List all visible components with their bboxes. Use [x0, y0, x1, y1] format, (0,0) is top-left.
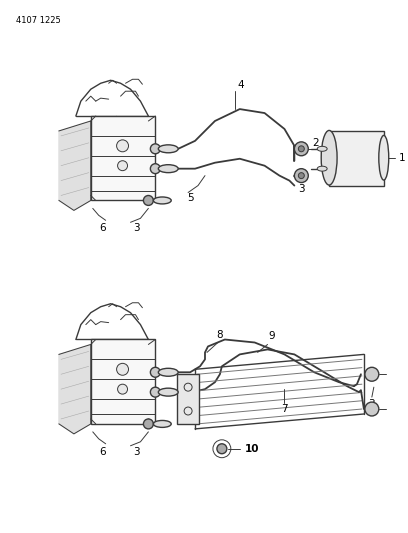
Circle shape	[117, 140, 129, 152]
Ellipse shape	[317, 166, 327, 171]
Bar	[329, 131, 384, 185]
Circle shape	[217, 444, 227, 454]
Polygon shape	[59, 121, 91, 211]
Text: 4107 1225: 4107 1225	[16, 15, 61, 25]
Circle shape	[118, 384, 128, 394]
Circle shape	[151, 144, 160, 154]
Circle shape	[295, 142, 308, 156]
Text: 7: 7	[281, 404, 288, 414]
Text: 8: 8	[217, 329, 223, 340]
Text: 4: 4	[238, 80, 244, 90]
Ellipse shape	[153, 421, 171, 427]
Circle shape	[144, 419, 153, 429]
Circle shape	[151, 164, 160, 174]
Text: 9: 9	[268, 330, 275, 341]
Circle shape	[298, 173, 304, 179]
Bar	[91, 116, 155, 200]
Polygon shape	[59, 344, 91, 434]
Text: 1: 1	[399, 153, 405, 163]
Text: 6: 6	[100, 447, 106, 457]
Circle shape	[365, 367, 379, 381]
Text: 3: 3	[298, 183, 305, 193]
Text: 3: 3	[133, 447, 140, 457]
Circle shape	[118, 161, 128, 171]
Ellipse shape	[379, 135, 389, 180]
Ellipse shape	[317, 147, 327, 151]
Ellipse shape	[153, 197, 171, 204]
Ellipse shape	[158, 388, 178, 396]
Circle shape	[151, 367, 160, 377]
Bar	[177, 374, 199, 424]
Ellipse shape	[321, 131, 337, 185]
Circle shape	[151, 387, 160, 397]
Text: 3: 3	[368, 399, 375, 409]
Circle shape	[365, 402, 379, 416]
Text: 10: 10	[245, 444, 259, 454]
Text: 6: 6	[100, 223, 106, 233]
Ellipse shape	[158, 368, 178, 376]
Text: 2: 2	[312, 138, 319, 148]
Circle shape	[144, 196, 153, 205]
Text: 5: 5	[187, 193, 193, 204]
Ellipse shape	[158, 145, 178, 153]
Circle shape	[117, 364, 129, 375]
Circle shape	[295, 168, 308, 183]
Circle shape	[298, 146, 304, 152]
Text: 3: 3	[133, 223, 140, 233]
Ellipse shape	[158, 165, 178, 173]
Bar	[91, 340, 155, 424]
